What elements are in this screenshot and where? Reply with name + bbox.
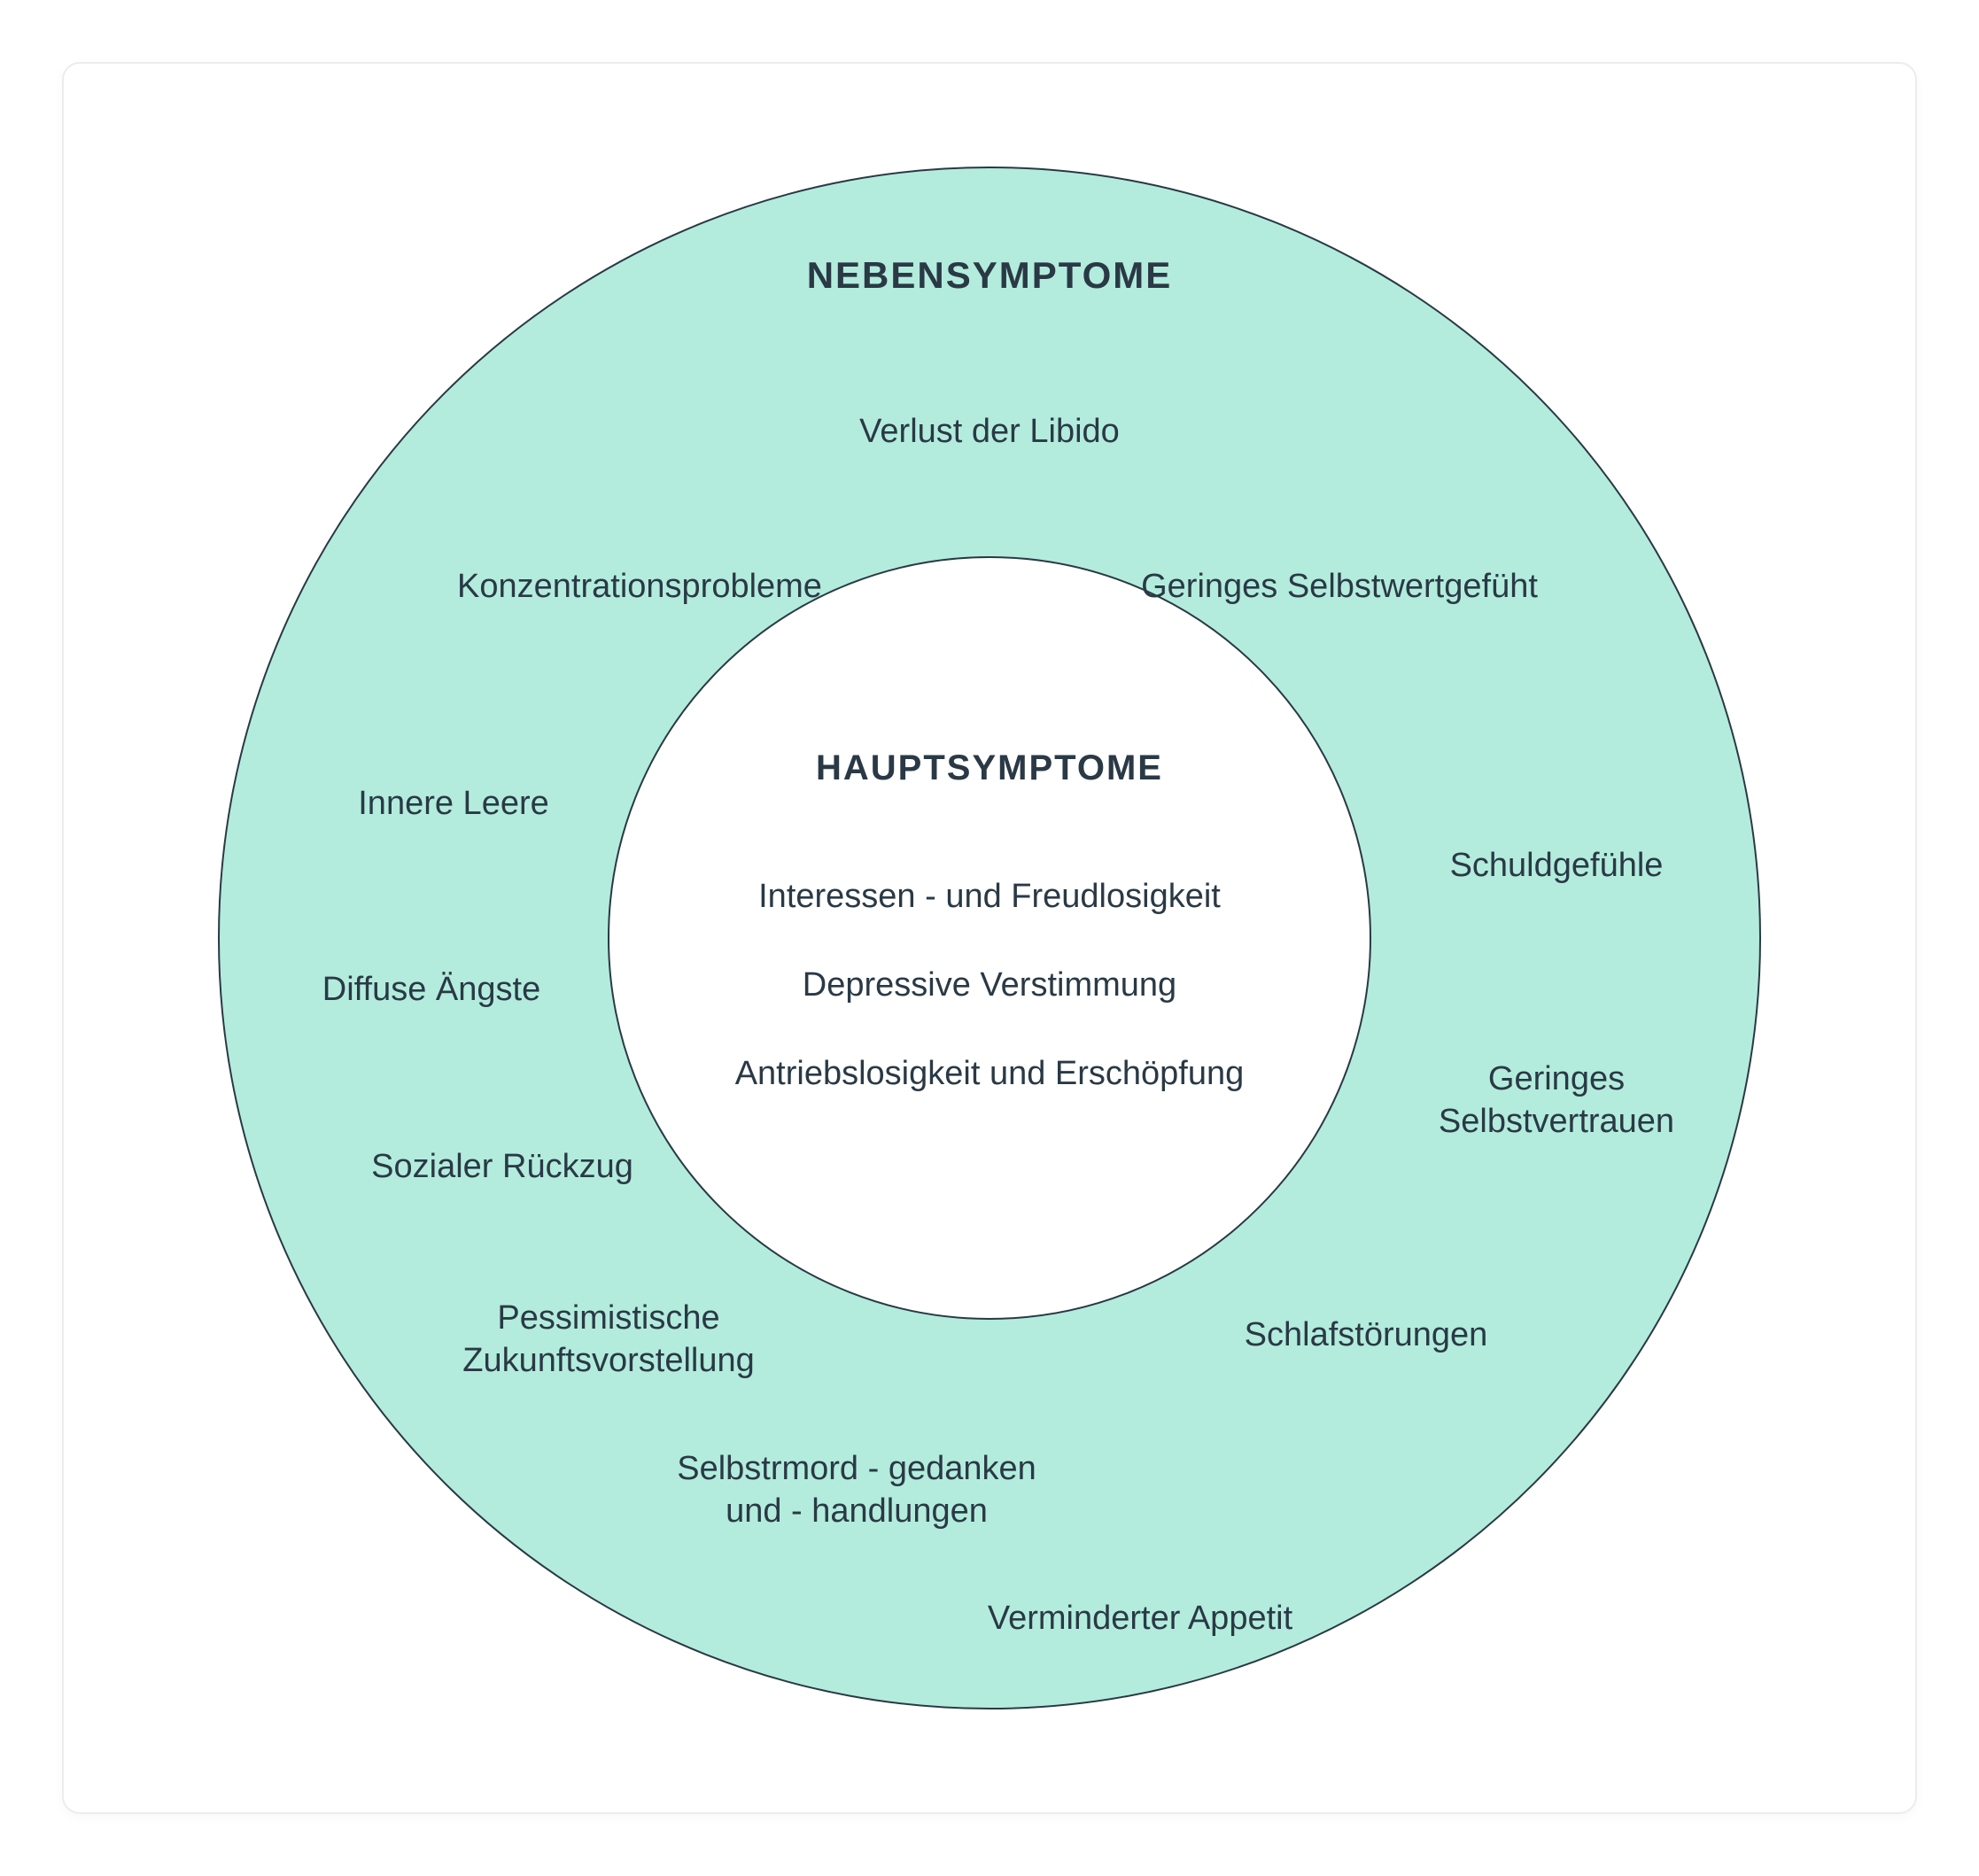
concentric-diagram: NEBENSYMPTOME HAUPTSYMPTOME Interessen - u… [148,97,1831,1779]
inner-item-0: Interessen - und Freudlosigkeit [758,878,1221,915]
outer-item-5: Diffuse Ängste [322,971,540,1008]
page: NEBENSYMPTOME HAUPTSYMPTOME Interessen - u… [0,0,1979,1876]
outer-title: NEBENSYMPTOME [807,254,1173,296]
inner-title: HAUPTSYMPTOME [816,748,1163,787]
outer-item-9: Schlafstörungen [1245,1316,1488,1353]
outer-item-2: Geringes Selbstwertgefüht [1141,568,1538,605]
diagram-card: NEBENSYMPTOME HAUPTSYMPTOME Interessen - u… [62,62,1917,1814]
outer-item-7: Sozialer Rückzug [371,1148,633,1185]
inner-item-2: Antriebslosigkeit und Erschöpfung [735,1055,1245,1092]
inner-item-1: Depressive Verstimmung [803,966,1176,1004]
outer-item-3: Innere Leere [358,785,549,822]
outer-item-11: Verminderter Appetit [988,1600,1293,1637]
outer-item-1: Konzentrationsprobleme [457,568,822,605]
outer-item-0: Verlust der Libido [859,413,1120,450]
outer-item-4: Schuldgefühle [1450,847,1664,884]
inner-circle [609,557,1370,1319]
